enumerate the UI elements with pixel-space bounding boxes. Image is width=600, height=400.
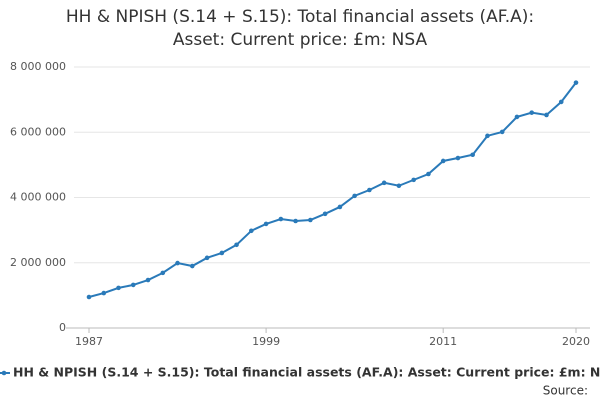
point — [499, 129, 505, 135]
x-tick-label: 1987 — [75, 335, 103, 348]
point — [426, 171, 431, 177]
legend-label: HH & NPISH (S.14 + S.15): Total financia… — [13, 365, 600, 380]
point — [263, 221, 269, 227]
point — [101, 290, 107, 296]
point — [485, 133, 490, 139]
chart-title: Asset: Current price: £m: NSA — [173, 30, 428, 50]
point — [573, 80, 579, 85]
point — [544, 112, 549, 118]
y-tick-label: 2 000 000 — [10, 256, 66, 269]
point — [308, 217, 313, 223]
series-line — [88, 82, 577, 298]
x-tick-label: 1999 — [252, 335, 280, 348]
point — [440, 158, 446, 164]
point — [278, 216, 284, 222]
point — [352, 193, 357, 199]
point — [145, 277, 151, 283]
chart-title: HH & NPISH (S.14 + S.15): Total financia… — [66, 7, 534, 27]
point — [381, 180, 387, 186]
point — [337, 204, 343, 210]
point — [514, 114, 520, 120]
point — [204, 255, 210, 261]
point — [470, 152, 475, 158]
point — [322, 211, 328, 217]
point — [293, 218, 298, 224]
y-tick-label: 8 000 000 — [10, 60, 66, 73]
point — [411, 177, 416, 183]
point — [234, 242, 239, 248]
point — [175, 260, 180, 266]
y-tick-label: 0 — [59, 321, 66, 334]
legend-marker — [1, 370, 7, 376]
point — [455, 155, 461, 161]
source: Source: — [543, 384, 588, 398]
point — [529, 110, 535, 115]
point — [130, 282, 136, 288]
point — [190, 263, 195, 269]
point — [367, 187, 372, 193]
y-tick-label: 6 000 000 — [10, 125, 66, 138]
point — [558, 99, 564, 105]
y-tick-label: 4 000 000 — [10, 191, 66, 204]
point — [86, 294, 92, 300]
point — [249, 228, 254, 234]
x-tick-label: 2020 — [562, 335, 590, 348]
point — [160, 270, 166, 276]
point — [116, 285, 121, 291]
x-tick-label: 2011 — [429, 335, 457, 348]
point — [219, 250, 225, 256]
point — [396, 183, 402, 189]
